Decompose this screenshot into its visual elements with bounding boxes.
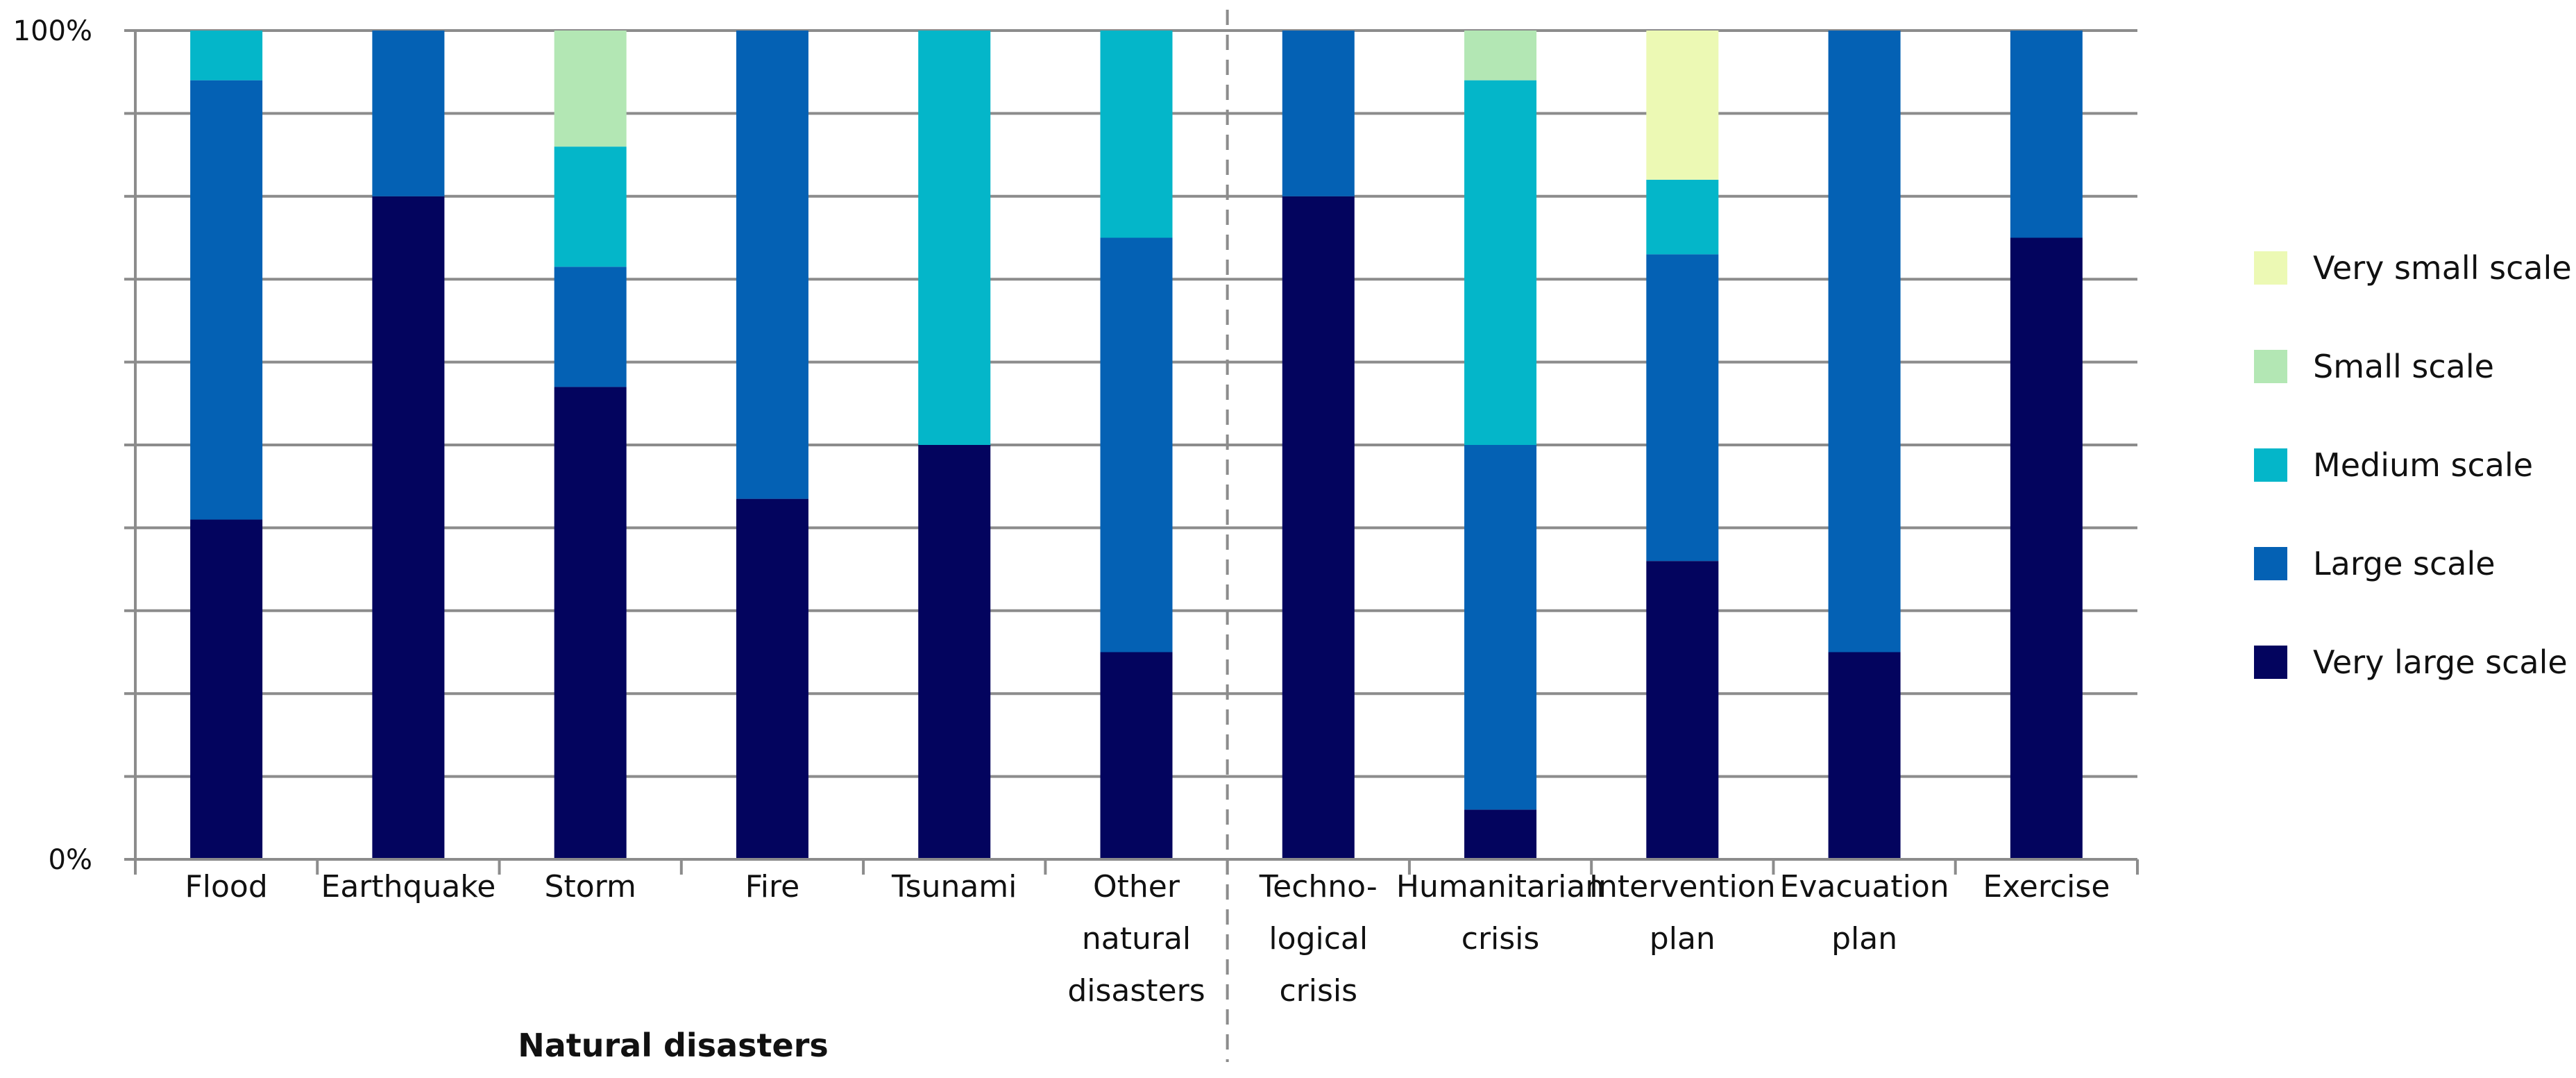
bar-segment	[190, 31, 263, 81]
bar-segment	[918, 31, 991, 445]
x-tick-label: Earthquake	[321, 869, 496, 904]
x-tick-label: Fire	[745, 869, 800, 904]
bar-segment	[1828, 652, 1901, 859]
bar-segment	[1464, 809, 1537, 859]
bar-segment	[1464, 445, 1537, 810]
bar-segment	[1646, 31, 1719, 180]
x-tick-label: Humanitarian crisis	[1396, 869, 1604, 957]
bar-segment	[736, 31, 808, 499]
bars	[190, 31, 2083, 859]
bar-segment	[1464, 31, 1537, 81]
legend-label: Small scale	[2313, 348, 2494, 385]
bar-segment	[1646, 561, 1719, 859]
bar-segment	[1100, 652, 1173, 859]
bar-segment	[554, 146, 627, 267]
x-tick-label: Tsunami	[891, 869, 1017, 904]
bar-segment	[554, 387, 627, 859]
y-tick-label: 100%	[13, 15, 92, 47]
bar-segment	[2010, 31, 2083, 238]
bar-segment	[190, 80, 263, 520]
y-tick-label: 0%	[49, 844, 92, 876]
bar-segment	[190, 519, 263, 859]
x-tick-label: Evacuation plan	[1780, 869, 1949, 957]
legend-swatch	[2254, 251, 2287, 285]
bar-segment	[1646, 254, 1719, 562]
x-tick-label: Storm	[545, 869, 636, 904]
group-label-natural-disasters: Natural disasters	[518, 1027, 829, 1064]
legend-label: Very large scale	[2313, 643, 2568, 681]
legend-label: Large scale	[2313, 545, 2496, 582]
bar-segment	[554, 267, 627, 387]
bar-segment	[1646, 179, 1719, 255]
legend-swatch	[2254, 350, 2287, 383]
bar-segment	[1282, 196, 1355, 859]
bar-segment	[372, 196, 445, 859]
bar-segment	[1100, 237, 1173, 652]
bar-segment	[2010, 237, 2083, 859]
bar-segment	[554, 31, 627, 147]
legend: Very small scale Small scale Medium scale L…	[2254, 249, 2572, 681]
x-axis-labels: Flood Earthquake Storm Fire Tsunami Other natu…	[185, 869, 2110, 1009]
bar-segment	[1100, 31, 1173, 238]
legend-swatch	[2254, 448, 2287, 482]
bar-segment	[1464, 80, 1537, 445]
bar-segment	[1282, 31, 1355, 196]
x-tick-label: Flood	[185, 869, 267, 904]
bar-segment	[918, 445, 991, 859]
bar-segment	[1828, 31, 1901, 652]
x-tick-label: Other natural disasters	[1067, 869, 1205, 1009]
x-tick-label: Intervention plan	[1589, 869, 1776, 957]
legend-swatch	[2254, 547, 2287, 580]
legend-swatch	[2254, 646, 2287, 679]
legend-label: Medium scale	[2313, 446, 2533, 484]
bar-segment	[736, 498, 808, 859]
bar-segment	[372, 31, 445, 196]
axes: 0% 100%	[13, 10, 2139, 1062]
x-tick-label: Exercise	[1983, 869, 2110, 904]
x-tick-label: Techno-logical crisis	[1259, 869, 1378, 1009]
legend-label: Very small scale	[2313, 249, 2572, 287]
